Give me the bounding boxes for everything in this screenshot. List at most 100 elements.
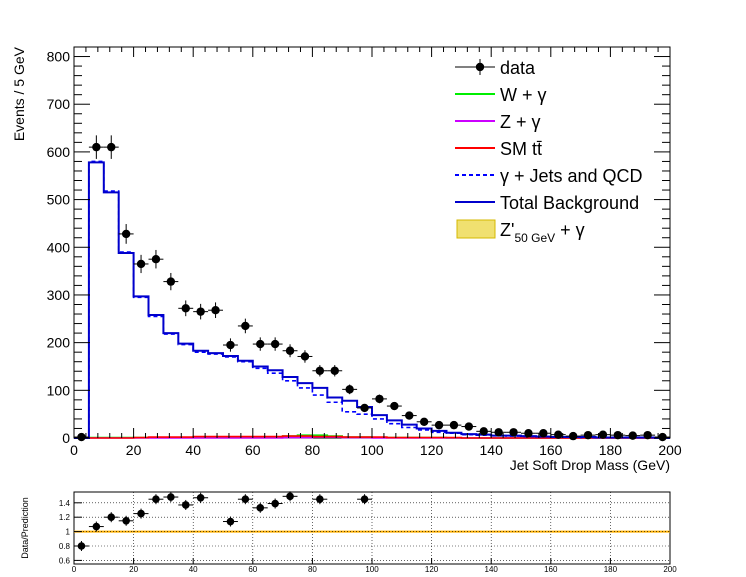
ratio-x-tick-label: 20 xyxy=(129,565,138,572)
x-tick-label: 0 xyxy=(70,442,78,458)
legend-label: data xyxy=(500,58,536,78)
data-point xyxy=(270,339,280,349)
x-tick-label: 80 xyxy=(305,442,321,458)
x-tick-label: 200 xyxy=(658,442,682,458)
main-y-axis-title: Events / 5 GeV xyxy=(11,46,27,141)
ratio-x-tick-label: 120 xyxy=(425,565,439,572)
ratio-point xyxy=(137,509,145,518)
data-point xyxy=(360,403,369,413)
legend-label: Total Background xyxy=(500,193,639,213)
data-point xyxy=(241,321,250,331)
ratio-point xyxy=(241,495,250,504)
ratio-point xyxy=(360,495,369,504)
data-point xyxy=(121,229,131,239)
main-axes: 0 20 40 60 80 100 120 140 160 180 200 0 100 200 300 400… xyxy=(47,46,682,458)
ratio-point xyxy=(152,495,160,504)
data-point xyxy=(509,428,518,437)
data-point xyxy=(449,420,459,430)
y-tick-label: 500 xyxy=(47,192,71,208)
ratio-x-tick-label: 160 xyxy=(544,565,558,572)
ratio-y-tick-label: 1.4 xyxy=(59,499,71,508)
ratio-x-tick-label: 180 xyxy=(604,565,618,572)
y-tick-label: 300 xyxy=(47,287,71,303)
legend-entry: data xyxy=(455,58,536,78)
data-point xyxy=(405,411,414,420)
ratio-point xyxy=(196,493,205,502)
y-tick-label: 0 xyxy=(62,430,70,446)
data-point xyxy=(598,430,608,439)
legend-entry: SM tt̄ xyxy=(455,139,542,159)
ratio-point xyxy=(167,493,175,501)
data-point xyxy=(136,259,146,269)
ratio-x-tick-label: 60 xyxy=(248,565,257,572)
data-point xyxy=(479,427,488,436)
x-tick-label: 180 xyxy=(599,442,623,458)
data-point xyxy=(211,306,220,315)
legend-label: W + γ xyxy=(500,85,547,105)
x-tick-label: 40 xyxy=(185,442,201,458)
data-point xyxy=(196,307,205,316)
x-tick-label: 140 xyxy=(480,442,504,458)
ratio-point xyxy=(226,517,235,526)
data-point xyxy=(524,429,533,438)
ratio-point xyxy=(107,513,116,521)
data-point xyxy=(643,430,652,440)
main-plot-area xyxy=(74,135,670,442)
data-point xyxy=(107,142,116,152)
data-point xyxy=(390,401,399,411)
ratio-x-tick-label: 100 xyxy=(365,565,379,572)
data-point xyxy=(92,142,101,152)
y-tick-label: 800 xyxy=(47,49,71,65)
x-tick-label: 20 xyxy=(126,442,142,458)
y-tick-label: 200 xyxy=(47,335,71,351)
data-point xyxy=(181,304,190,313)
legend-label-suffix: + γ xyxy=(555,220,585,240)
data-point xyxy=(77,432,86,442)
ratio-x-tick-label: 40 xyxy=(189,565,198,572)
legend-entry: Z + γ xyxy=(455,112,541,132)
ratio-point xyxy=(286,492,294,501)
legend-fill-swatch xyxy=(456,219,496,239)
data-point xyxy=(434,420,444,430)
legend-label: SM tt̄ xyxy=(500,139,542,159)
ratio-y-axis-title: Data/Prediction xyxy=(20,497,30,559)
data-point xyxy=(375,394,384,404)
y-tick-label: 600 xyxy=(47,144,71,160)
ratio-y-tick-label: 1 xyxy=(66,528,71,537)
data-point xyxy=(151,254,161,264)
legend-label-subscript: 50 GeV xyxy=(514,231,555,245)
ratio-y-tick-label: 1.2 xyxy=(59,513,71,522)
data-point xyxy=(226,340,235,350)
ratio-y-tick-label: 0.8 xyxy=(59,542,71,551)
data-point xyxy=(583,430,593,440)
data-point xyxy=(256,339,265,349)
y-tick-label: 100 xyxy=(47,382,71,398)
data-point xyxy=(285,346,295,355)
ratio-point xyxy=(271,499,279,508)
legend: data W + γ Z + γ SM tt̄ γ + Jets and QCD Tota… xyxy=(455,58,643,245)
x-tick-label: 160 xyxy=(539,442,563,458)
y-tick-label: 700 xyxy=(47,96,71,112)
ratio-point xyxy=(316,495,324,504)
legend-label: Z + γ xyxy=(500,112,541,132)
data-point xyxy=(419,417,429,426)
data-point xyxy=(315,366,325,375)
legend-entry: W + γ xyxy=(455,85,547,105)
ratio-x-tick-label: 200 xyxy=(663,565,677,572)
data-point xyxy=(166,277,176,286)
ratio-y-tick-label: 0.6 xyxy=(59,556,71,565)
x-tick-label: 100 xyxy=(360,442,384,458)
ratio-x-tick-label: 0 xyxy=(72,565,77,572)
data-point xyxy=(494,428,503,437)
data-point xyxy=(300,352,310,361)
data-point xyxy=(330,366,339,375)
ratio-point xyxy=(92,522,101,531)
main-x-axis-title: Jet Soft Drop Mass (GeV) xyxy=(510,457,670,473)
legend-entry: γ + Jets and QCD xyxy=(455,166,643,186)
x-tick-label: 60 xyxy=(245,442,261,458)
ratio-point xyxy=(122,517,130,525)
data-point xyxy=(658,432,667,442)
ratio-x-tick-label: 140 xyxy=(485,565,499,572)
data-point xyxy=(345,385,354,394)
